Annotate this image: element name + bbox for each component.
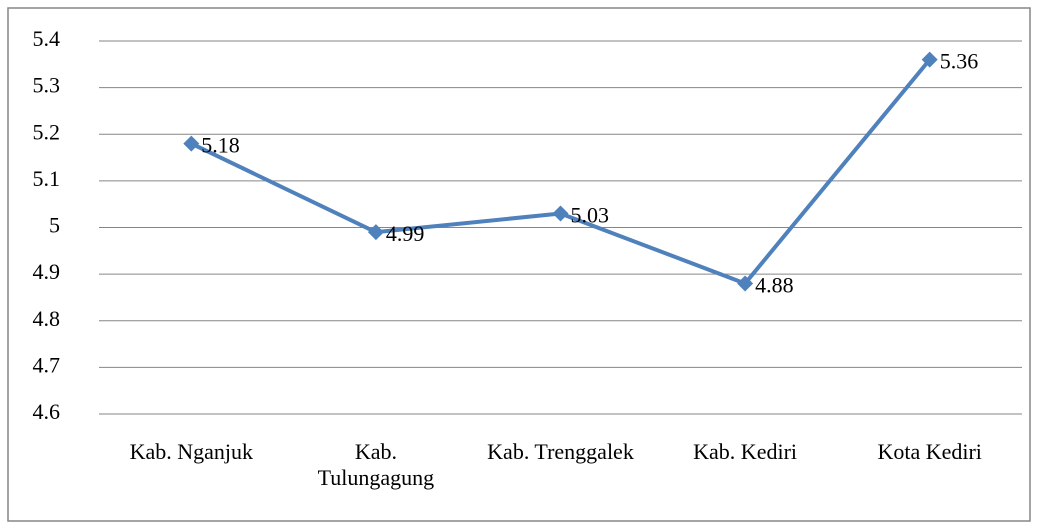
- marker: [921, 51, 938, 68]
- y-tick-label: 5.1: [33, 166, 61, 191]
- x-tick-label: Kab. Nganjuk: [129, 439, 253, 464]
- marker: [552, 205, 569, 222]
- marker: [737, 275, 754, 292]
- y-tick-label: 4.9: [33, 259, 61, 284]
- x-tick-label: Kab. Trenggalek: [487, 439, 634, 464]
- data-label: 4.88: [755, 272, 794, 297]
- x-tick-label: Kab. Tulungagung: [317, 439, 435, 490]
- y-tick-label: 4.7: [33, 352, 61, 377]
- chart-frame: [7, 7, 1031, 522]
- y-tick-label: 5.3: [33, 73, 61, 98]
- data-label: 5.36: [940, 49, 979, 74]
- data-label: 5.18: [201, 133, 240, 158]
- y-tick-label: 5.4: [33, 26, 61, 51]
- y-tick-label: 4.6: [33, 399, 61, 424]
- x-tick-label: Kab. Kediri: [693, 439, 798, 464]
- data-label: 5.03: [571, 203, 610, 228]
- marker: [183, 135, 200, 152]
- marker: [367, 224, 384, 241]
- y-tick-label: 5: [49, 213, 60, 238]
- y-tick-label: 4.8: [33, 306, 61, 331]
- y-tick-label: 5.2: [33, 119, 61, 144]
- x-tick-label: Kota Kediri: [877, 439, 982, 464]
- data-label: 4.99: [386, 221, 425, 246]
